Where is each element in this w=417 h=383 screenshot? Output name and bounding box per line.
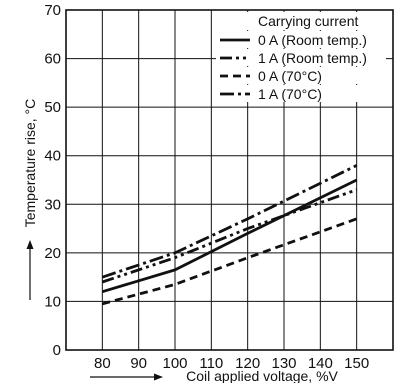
legend-item-background: [216, 49, 386, 66]
legend: Carrying current 0 A (Room temp.) 1 A (Ro…: [216, 12, 386, 102]
legend-item-background: [216, 31, 386, 48]
series-line-2: [101, 188, 358, 284]
x-axis-title-group: Coil applied voltage, %V: [90, 368, 339, 383]
y-axis-arrow-icon: [26, 240, 34, 249]
axis-title-layer: Temperature rise, °C Coil applied voltag…: [22, 99, 339, 383]
legend-title: Carrying current: [258, 13, 358, 29]
x-axis-arrow-icon: [154, 373, 163, 381]
tick-layer: 0 10 20 30 40 50 60 70 80 90 100 110 120 130 140 150: [44, 2, 369, 372]
x-tick-label: 90: [130, 355, 147, 372]
y-tick-label: 20: [44, 245, 61, 262]
legend-label-4: 1 A (70°C): [258, 86, 322, 102]
series-line-1: [101, 178, 358, 294]
legend-item-background: [216, 85, 386, 102]
legend-label-1: 0 A (Room temp.): [258, 32, 367, 48]
y-axis-title-group: Temperature rise, °C: [22, 99, 38, 300]
y-tick-label: 70: [44, 2, 61, 19]
y-tick-label: 40: [44, 148, 61, 165]
legend-title-background: [216, 12, 386, 30]
y-tick-label: 0: [53, 342, 61, 359]
x-tick-label: 100: [162, 355, 187, 372]
series-layer: [101, 164, 358, 306]
x-tick-label: 140: [308, 355, 333, 372]
y-tick-label: 50: [44, 99, 61, 116]
x-tick-label: 80: [94, 355, 111, 372]
y-axis-title: Temperature rise, °C: [22, 99, 38, 228]
y-tick-label: 60: [44, 51, 61, 68]
y-tick-label: 30: [44, 196, 61, 213]
x-tick-label: 110: [199, 355, 223, 372]
series-line-4: [101, 164, 358, 279]
legend-label-3: 0 A (70°C): [258, 68, 322, 84]
legend-item-background: [216, 67, 386, 84]
x-tick-label: 150: [344, 355, 369, 372]
x-axis-title: Coil applied voltage, %V: [186, 368, 338, 383]
x-tick-label: 130: [271, 355, 296, 372]
legend-label-2: 1 A (Room temp.): [258, 50, 367, 66]
x-tick-label: 120: [235, 355, 260, 372]
plot-frame: [65, 9, 394, 351]
series-line-3: [101, 217, 358, 306]
y-tick-label: 10: [44, 293, 61, 310]
